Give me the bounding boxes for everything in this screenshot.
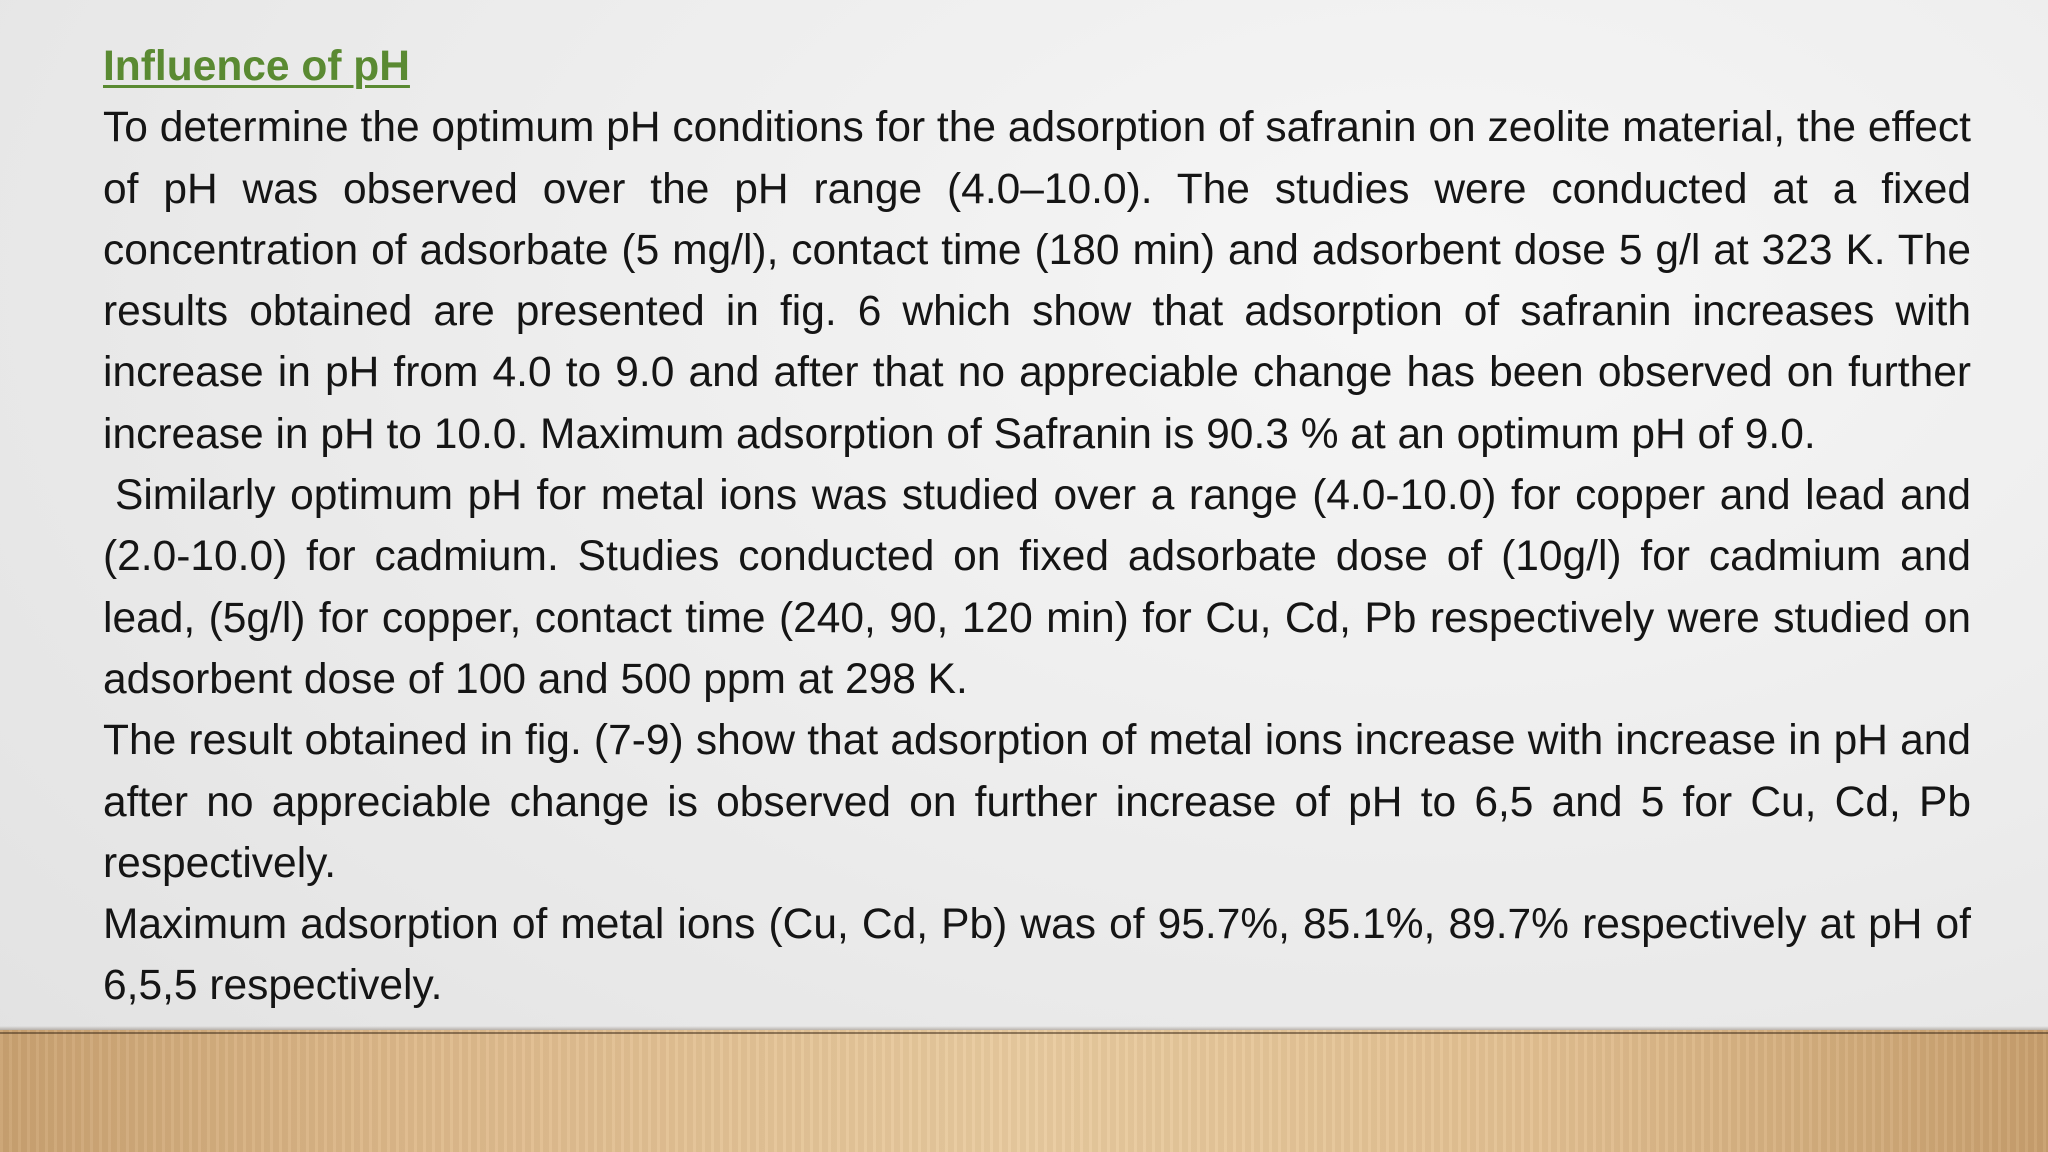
floor-edge-line	[0, 1032, 2048, 1034]
slide-content: Influence of pH To determine the optimum…	[103, 36, 1971, 1017]
paragraph-maximum-adsorption: Maximum adsorption of metal ions (Cu, Cd…	[103, 901, 1971, 1010]
paragraph-metal-ions-ph-range: Similarly optimum pH for metal ions was …	[103, 472, 1971, 703]
paragraph-safranin-ph: To determine the optimum pH conditions f…	[103, 104, 1971, 458]
slide-heading: Influence of pH	[103, 43, 410, 90]
wooden-floor-decoration	[0, 1030, 2048, 1152]
paragraph-metal-ions-results: The result obtained in fig. (7-9) show t…	[103, 717, 1971, 887]
